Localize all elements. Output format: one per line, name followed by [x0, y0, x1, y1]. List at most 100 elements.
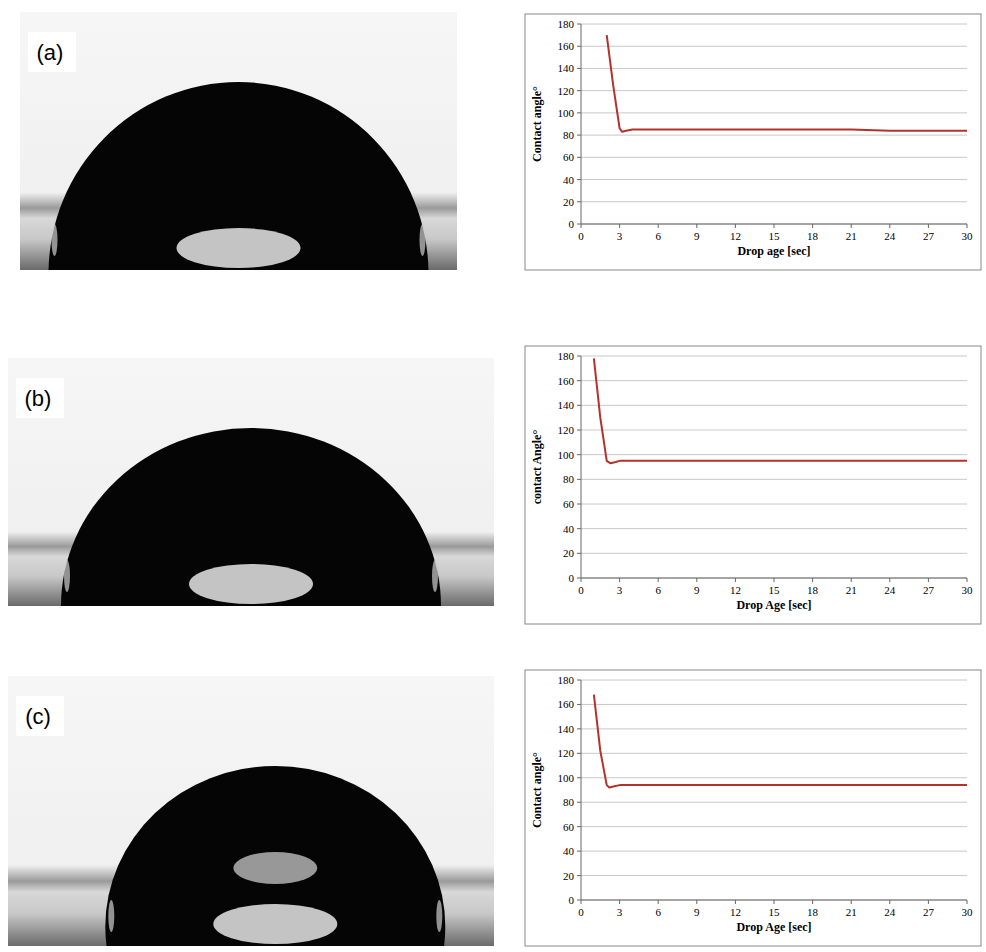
y-tick-label: 180: [558, 674, 575, 686]
grid-line: [581, 224, 967, 225]
y-tick-label: 20: [563, 547, 575, 559]
grid-line: [581, 179, 967, 180]
droplet-edge-glint: [108, 900, 114, 932]
y-tick: [577, 504, 581, 505]
x-tick: [812, 900, 813, 904]
y-tick: [577, 380, 581, 381]
grid-line: [581, 405, 967, 406]
x-tick-label: 24: [884, 584, 896, 596]
photo-content: [8, 358, 494, 606]
x-tick: [812, 578, 813, 582]
x-axis: [581, 224, 967, 225]
y-tick-label: 160: [558, 40, 575, 52]
y-axis-title: Contact angle°: [530, 752, 544, 828]
droplet-reflection: [213, 904, 337, 944]
x-tick: [851, 224, 852, 228]
y-tick: [577, 802, 581, 803]
y-tick-label: 0: [569, 218, 575, 230]
y-tick: [577, 90, 581, 91]
y-tick: [577, 680, 581, 681]
y-tick: [577, 875, 581, 876]
x-tick: [928, 224, 929, 228]
grid-line: [581, 380, 967, 381]
x-tick: [967, 578, 968, 582]
y-tick-label: 120: [558, 747, 575, 759]
y-tick-label: 20: [563, 196, 575, 208]
droplet-edge-glint: [64, 560, 70, 592]
y-tick: [577, 68, 581, 69]
x-tick: [619, 224, 620, 228]
x-tick-label: 15: [769, 906, 781, 918]
photo-content: [8, 676, 494, 946]
x-tick: [658, 900, 659, 904]
x-tick-label: 18: [807, 230, 819, 242]
chart-frame: [525, 670, 981, 946]
x-tick: [774, 578, 775, 582]
x-tick-label: 30: [962, 906, 974, 918]
y-tick-label: 0: [569, 894, 575, 906]
droplet-edge-glint: [420, 224, 426, 256]
x-tick-label: 30: [962, 230, 974, 242]
y-tick-label: 40: [563, 174, 575, 186]
y-tick: [577, 356, 581, 357]
y-tick: [577, 777, 581, 778]
grid-line: [581, 135, 967, 136]
y-tick-label: 180: [558, 18, 575, 30]
x-tick: [581, 224, 582, 228]
grid-line: [581, 553, 967, 554]
y-tick: [577, 112, 581, 113]
x-tick: [735, 900, 736, 904]
chart-panel: 0204060801001201401601800369121518212427…: [525, 346, 981, 624]
x-axis-title: Drop Age [sec]: [736, 920, 811, 934]
x-tick-label: 3: [617, 906, 623, 918]
x-tick: [619, 578, 620, 582]
grid-line: [581, 90, 967, 91]
y-tick-label: 100: [558, 772, 575, 784]
y-tick-label: 100: [558, 449, 575, 461]
y-tick-label: 140: [558, 723, 575, 735]
y-tick: [577, 135, 581, 136]
y-tick: [577, 851, 581, 852]
grid-line: [581, 46, 967, 47]
x-tick-label: 21: [846, 230, 857, 242]
grid-line: [581, 680, 967, 681]
photo-content: [20, 12, 457, 270]
grid-line: [581, 826, 967, 827]
x-tick-label: 21: [846, 906, 857, 918]
x-tick-label: 21: [846, 584, 857, 596]
y-tick-label: 40: [563, 845, 575, 857]
droplet-edge-glint: [432, 560, 438, 592]
y-tick: [577, 430, 581, 431]
y-tick-label: 180: [558, 350, 575, 362]
y-tick-label: 60: [563, 821, 575, 833]
x-tick-label: 6: [655, 906, 661, 918]
x-tick: [619, 900, 620, 904]
x-axis: [581, 900, 967, 901]
y-tick-label: 120: [558, 85, 575, 97]
x-tick-label: 9: [694, 906, 700, 918]
y-tick: [577, 578, 581, 579]
x-tick-label: 0: [578, 906, 584, 918]
x-tick: [658, 578, 659, 582]
grid-line: [581, 454, 967, 455]
x-tick-label: 9: [694, 230, 700, 242]
x-tick-label: 18: [807, 906, 819, 918]
grid-line: [581, 900, 967, 901]
droplet: [105, 766, 445, 946]
x-tick: [928, 900, 929, 904]
x-tick: [581, 578, 582, 582]
y-tick: [577, 24, 581, 25]
y-tick: [577, 179, 581, 180]
y-tick: [577, 46, 581, 47]
label-patch: [16, 378, 64, 418]
y-tick: [577, 704, 581, 705]
data-line: [594, 695, 967, 788]
plot-area: [594, 358, 967, 463]
x-tick: [774, 900, 775, 904]
x-tick-label: 15: [769, 230, 781, 242]
x-tick: [696, 578, 697, 582]
y-tick: [577, 454, 581, 455]
y-tick-label: 160: [558, 698, 575, 710]
y-tick: [577, 826, 581, 827]
x-tick-label: 0: [578, 230, 584, 242]
